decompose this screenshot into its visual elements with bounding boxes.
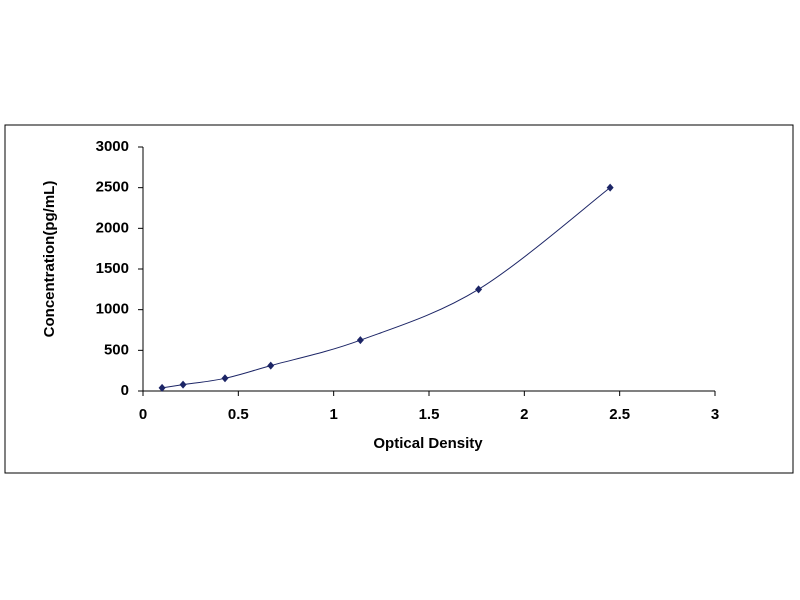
y-tick-label: 1000: [96, 301, 129, 318]
x-tick-label: 1.5: [419, 406, 440, 423]
data-point: [158, 383, 166, 392]
x-tick-label: 0.5: [228, 406, 249, 423]
x-tick-label: 1: [329, 406, 337, 423]
y-tick-label: 2500: [96, 179, 129, 196]
data-point: [221, 374, 229, 383]
x-axis-label: Optical Density: [373, 435, 483, 452]
y-tick-label: 0: [121, 382, 129, 399]
data-point: [475, 285, 483, 294]
y-tick-label: 500: [104, 341, 129, 358]
data-point: [606, 183, 614, 192]
data-point: [267, 361, 275, 370]
x-tick-label: 2.5: [609, 406, 630, 423]
x-tick-label: 2: [520, 406, 528, 423]
y-tick-label: 3000: [96, 138, 129, 155]
x-tick-label: 3: [711, 406, 719, 423]
data-point: [356, 336, 364, 345]
x-tick-label: 0: [139, 406, 147, 423]
y-tick-label: 1500: [96, 260, 129, 277]
y-tick-label: 2000: [96, 219, 129, 236]
fit-curve: [161, 187, 611, 389]
data-point: [179, 380, 187, 389]
y-axis-label: Concentration(pg/mL): [41, 181, 58, 338]
chart-frame: [4, 124, 794, 474]
